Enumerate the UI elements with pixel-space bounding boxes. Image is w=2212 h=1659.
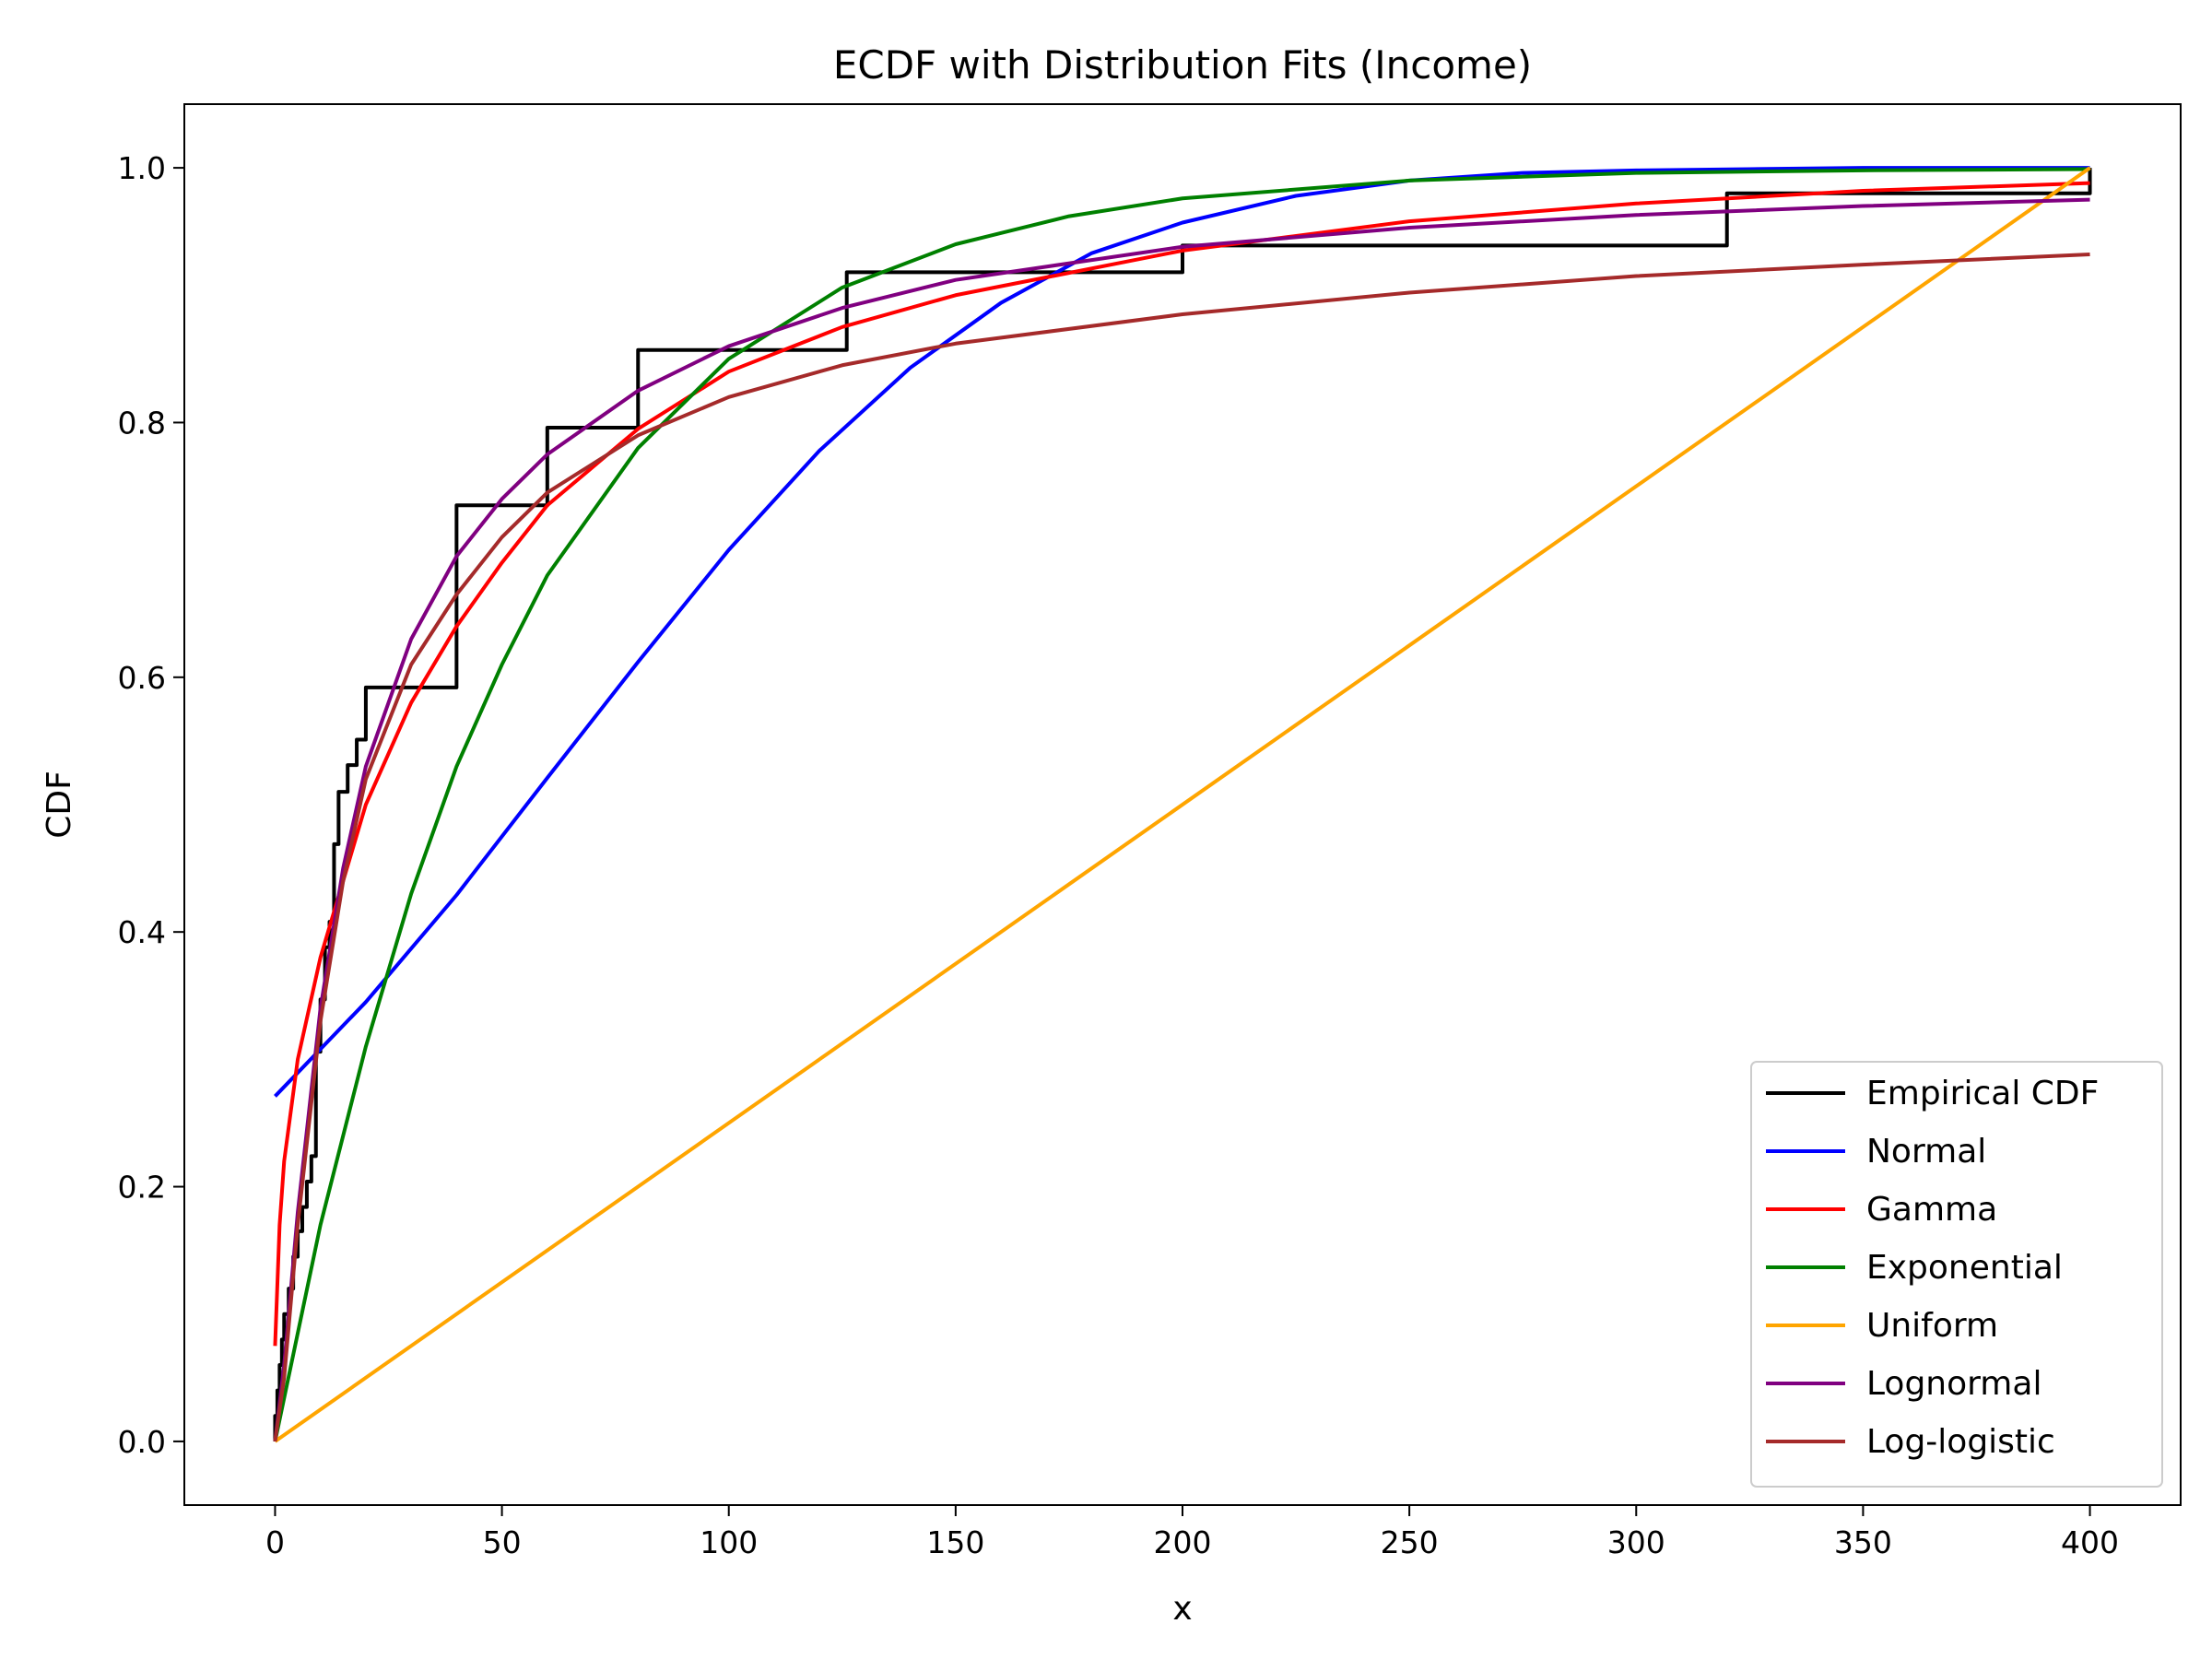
legend: Empirical CDF Normal Gamma Exponential Unifo… xyxy=(1750,1061,2163,1488)
x-tick-label: 150 xyxy=(926,1524,984,1560)
y-axis-title: CDF xyxy=(41,771,78,839)
y-axis: 0.0 0.2 0.4 0.6 0.8 1.0 xyxy=(118,150,184,1460)
y-tick-label: 0.4 xyxy=(118,914,166,950)
legend-label-empirical-cdf: Empirical CDF xyxy=(1866,1075,2099,1112)
series-group xyxy=(273,166,2092,1443)
chart-title: ECDF with Distribution Fits (Income) xyxy=(833,42,1532,88)
legend-label-lognormal: Lognormal xyxy=(1866,1365,2041,1403)
series-line-lognormal xyxy=(273,197,2090,1442)
legend-label-normal: Normal xyxy=(1866,1133,1986,1171)
series-line-uniform xyxy=(274,166,2091,1443)
x-tick-label: 400 xyxy=(2061,1524,2119,1560)
legend-label-uniform: Uniform xyxy=(1866,1307,1998,1345)
y-tick-label: 0.6 xyxy=(118,660,166,696)
x-axis: 0 50 100 150 200 250 300 350 400 xyxy=(265,1505,2119,1560)
x-tick-label: 50 xyxy=(483,1524,522,1560)
y-tick-label: 1.0 xyxy=(118,150,166,186)
x-axis-title: x xyxy=(1172,1590,1192,1628)
x-tick-label: 100 xyxy=(700,1524,758,1560)
legend-box xyxy=(1750,1061,2163,1488)
legend-label-gamma: Gamma xyxy=(1866,1191,1997,1229)
series-line-gamma xyxy=(273,181,2090,1347)
series-line-exponential xyxy=(273,167,2090,1442)
x-tick-label: 200 xyxy=(1154,1524,1212,1560)
legend-label-log-logistic: Log-logistic xyxy=(1866,1423,2055,1461)
x-tick-label: 350 xyxy=(1834,1524,1892,1560)
y-tick-label: 0.0 xyxy=(118,1424,166,1460)
x-tick-label: 300 xyxy=(1607,1524,1665,1560)
x-tick-label: 250 xyxy=(1381,1524,1439,1560)
y-tick-label: 0.2 xyxy=(118,1170,166,1206)
y-tick-label: 0.8 xyxy=(118,405,166,441)
x-tick-label: 0 xyxy=(265,1524,285,1560)
series-line-log-logistic xyxy=(273,253,2090,1442)
legend-label-exponential: Exponential xyxy=(1866,1249,2063,1287)
